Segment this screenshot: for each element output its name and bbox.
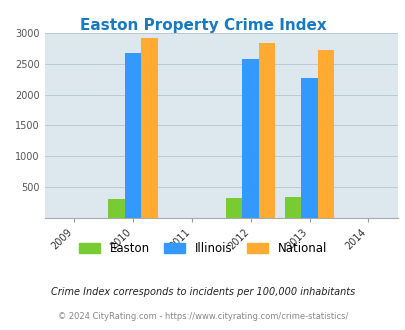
Bar bbox=[141, 38, 157, 218]
Bar bbox=[317, 50, 333, 218]
Bar bbox=[124, 53, 141, 218]
Text: Easton Property Crime Index: Easton Property Crime Index bbox=[79, 18, 326, 33]
Bar bbox=[301, 78, 317, 218]
Bar bbox=[284, 197, 301, 218]
Bar bbox=[242, 59, 258, 218]
Text: Crime Index corresponds to incidents per 100,000 inhabitants: Crime Index corresponds to incidents per… bbox=[51, 287, 354, 297]
Text: © 2024 CityRating.com - https://www.cityrating.com/crime-statistics/: © 2024 CityRating.com - https://www.city… bbox=[58, 312, 347, 321]
Bar bbox=[258, 43, 275, 218]
Bar bbox=[226, 198, 242, 218]
Legend: Easton, Illinois, National: Easton, Illinois, National bbox=[75, 237, 330, 260]
Bar bbox=[108, 199, 124, 218]
